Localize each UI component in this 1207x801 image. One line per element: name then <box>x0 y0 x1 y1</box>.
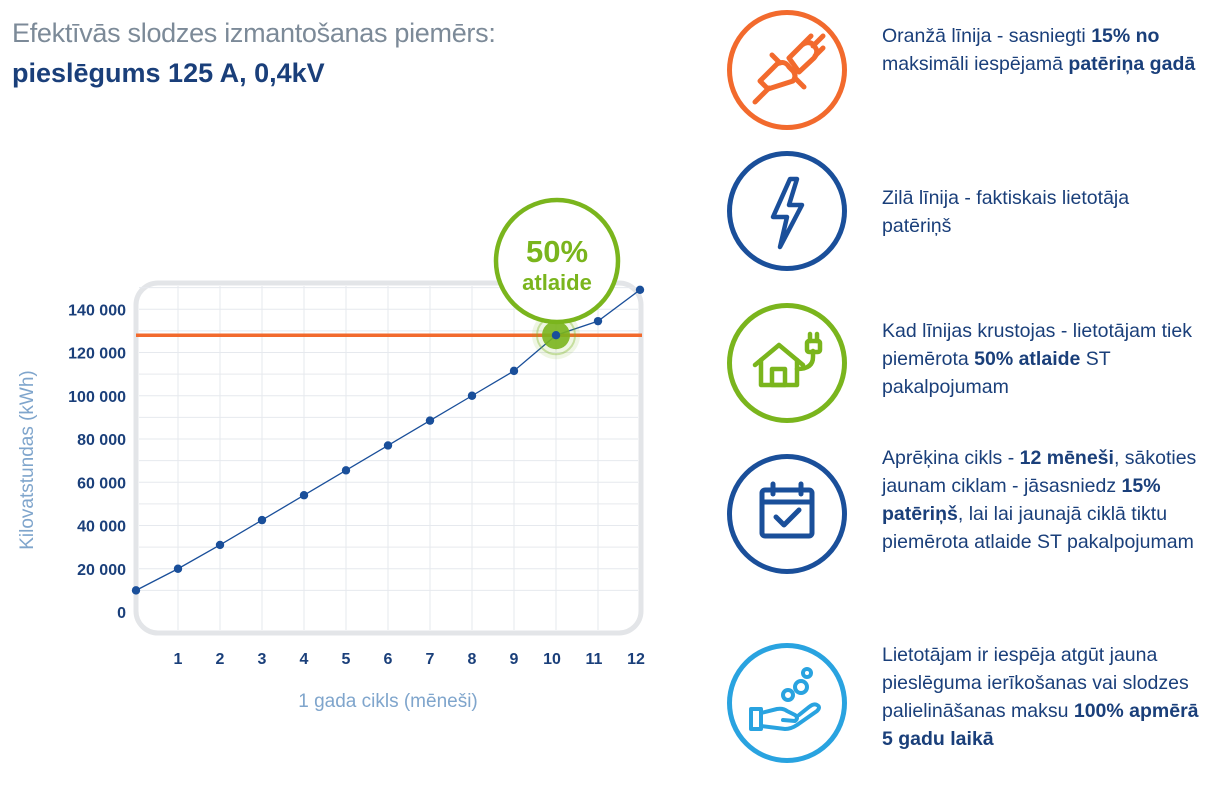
info-text-segment: Oranžā līnija - sasniegti <box>882 25 1092 47</box>
x-tick-label: 3 <box>258 651 267 668</box>
y-tick-label: 80 000 <box>77 432 126 449</box>
info-text-segment: , lai lai jaunajā ciklā tiktu piemērota … <box>882 503 1194 553</box>
x-tick-label: 12 <box>627 651 645 668</box>
info-item: Oranžā līnija - sasniegti 15% no maksimā… <box>727 10 1207 140</box>
chart-subtitle: pieslēgums 125 A, 0,4kV <box>12 58 325 88</box>
y-axis-title: Kilovatstundas (kWh) <box>17 370 38 550</box>
data-point <box>593 316 603 326</box>
data-point <box>257 515 267 525</box>
house-plug-icon <box>727 303 847 423</box>
info-text-emphasis: 15% no <box>1091 25 1160 47</box>
callout-percent: 50% <box>526 234 588 269</box>
info-text: Zilā līnija - faktiskais lietotāja patēr… <box>882 184 1202 240</box>
chart-title: Efektīvās slodzes izmantošanas piemērs: <box>12 18 496 48</box>
info-text-emphasis: 15% patēriņš <box>882 475 1161 525</box>
consumption-chart: 0 20 000 40 000 60 000 80 000 100 000 120 000 1… <box>17 197 645 712</box>
info-item: Zilā līnija - faktiskais lietotāja patēr… <box>727 151 1207 281</box>
info-text-segment: Aprēķina cikls - <box>882 447 1020 469</box>
y-tick-label: 20 000 <box>77 562 126 579</box>
info-text-emphasis: 50% atlaide <box>974 348 1081 370</box>
x-tick-label: 7 <box>426 651 435 668</box>
info-text-emphasis: 100% apmērā 5 gadu laikā <box>882 700 1199 750</box>
data-point <box>467 391 477 400</box>
hand-coins-icon <box>727 643 847 763</box>
callout-label: atlaide <box>522 270 592 295</box>
info-text-segment: maksimāli iespējamā <box>882 53 1069 75</box>
data-point <box>509 366 519 376</box>
info-text: Lietotājam ir iespēja atgūt jauna pieslē… <box>882 641 1202 753</box>
info-text-segment: Zilā līnija - faktiskais lietotāja patēr… <box>882 187 1130 237</box>
data-point <box>299 491 309 500</box>
y-tick-label: 120 000 <box>68 346 126 363</box>
info-text-segment: , sākoties jaunam ciklam - jāsasniedz <box>882 447 1197 497</box>
data-point <box>341 466 351 475</box>
info-text: Kad līnijas krustojas - lietotājam tiek … <box>882 317 1202 401</box>
data-point <box>551 331 561 340</box>
data-point <box>425 416 435 425</box>
x-tick-label: 4 <box>300 651 309 668</box>
info-text-segment: Kad līnijas krustojas - lietotājam tiek … <box>882 320 1192 370</box>
info-text-segment: ST pakalpojumam <box>882 348 1111 398</box>
data-point <box>131 586 141 595</box>
data-point <box>173 564 183 573</box>
info-text-segment: Lietotājam ir iespēja atgūt jauna pieslē… <box>882 644 1189 722</box>
y-tick-label: 40 000 <box>77 519 126 536</box>
x-tick-label: 8 <box>468 651 477 668</box>
y-tick-label: 60 000 <box>77 475 126 492</box>
info-item: Lietotājam ir iespēja atgūt jauna pieslē… <box>727 643 1207 773</box>
x-tick-label: 2 <box>216 651 225 668</box>
x-tick-label: 10 <box>543 651 561 668</box>
discount-callout <box>493 197 621 325</box>
lightning-icon <box>727 151 847 271</box>
info-text-emphasis: patēriņa gadā <box>1068 53 1196 75</box>
y-tick-label: 0 <box>117 605 126 622</box>
data-point <box>383 441 393 450</box>
info-text-emphasis: 12 mēneši <box>1019 447 1114 469</box>
calendar-check-icon <box>727 454 847 574</box>
data-point <box>215 540 225 550</box>
x-tick-label: 5 <box>342 651 351 668</box>
x-tick-label: 9 <box>510 651 519 668</box>
x-tick-label: 11 <box>586 651 603 668</box>
info-text: Oranžā līnija - sasniegti 15% no maksimā… <box>882 22 1202 78</box>
data-point <box>635 285 645 294</box>
info-item: Kad līnijas krustojas - lietotājam tiek … <box>727 303 1207 433</box>
plug-icon <box>727 10 847 130</box>
info-item: Aprēķina cikls - 12 mēneši, sākoties jau… <box>727 447 1207 584</box>
x-tick-label: 1 <box>174 651 183 668</box>
x-axis-title: 1 gada cikls (mēneši) <box>298 691 478 712</box>
y-tick-label: 140 000 <box>68 302 126 319</box>
y-tick-label: 100 000 <box>68 389 126 406</box>
x-tick-label: 6 <box>384 651 393 668</box>
info-text: Aprēķina cikls - 12 mēneši, sākoties jau… <box>882 444 1202 556</box>
grid-lines <box>139 286 638 630</box>
